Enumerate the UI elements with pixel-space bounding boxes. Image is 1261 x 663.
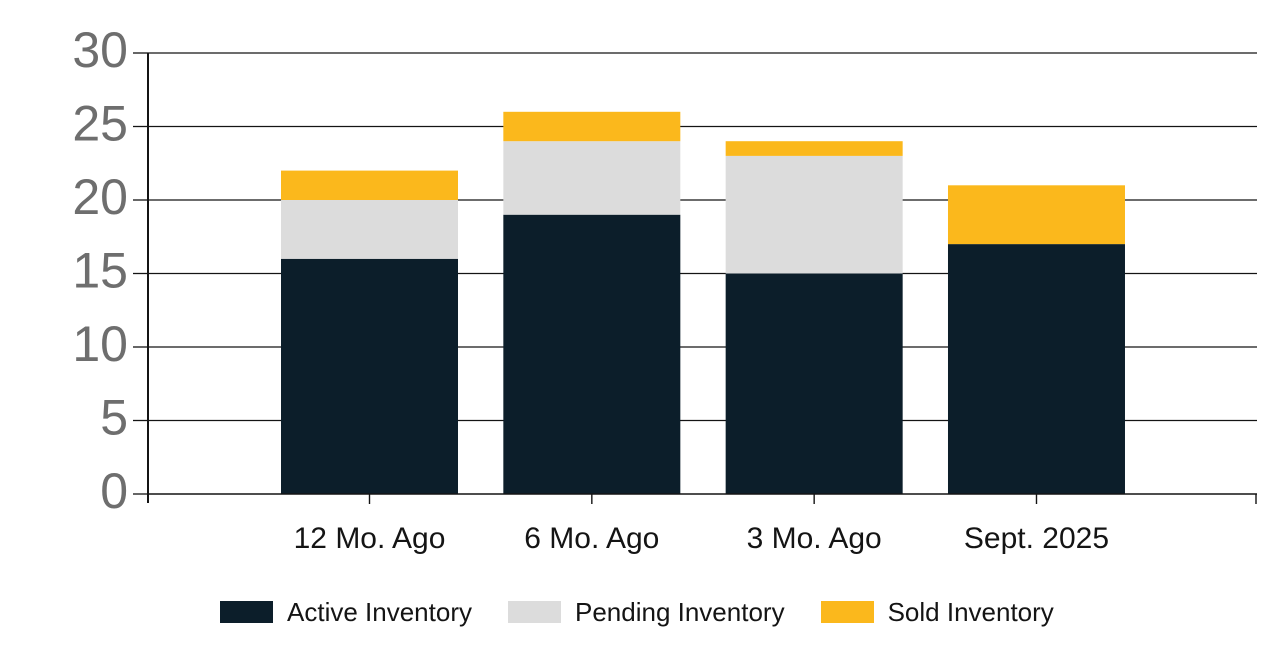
plot-area: 0 5 10 15 20 25 30 12 Mo. Ago 6 Mo. Ago 3 Mo. Ago… (72, 22, 1257, 555)
legend-label-sold-inventory: Sold Inventory (887, 597, 1054, 627)
y-axis-tick-label: 20 (72, 169, 128, 225)
x-axis-category-label: 6 Mo. Ago (524, 522, 659, 555)
bar-segment (725, 155, 903, 274)
bar-segment (281, 200, 458, 259)
y-axis-tick-label: 30 (72, 22, 128, 78)
legend-item-sold-inventory: Sold Inventory (820, 597, 1054, 627)
chart-legend: Active Inventory Pending Inventory Sold … (220, 599, 1054, 625)
bar-segment (725, 273, 903, 494)
legend-item-active-inventory: Active Inventory (220, 599, 472, 625)
bar-segment (503, 214, 681, 494)
y-axis-tick-label: 15 (72, 243, 128, 299)
legend-swatch-sold-inventory (820, 601, 874, 623)
y-axis-tick-label: 0 (100, 463, 128, 519)
bar-segment (947, 185, 1125, 245)
bar-segment (503, 141, 681, 215)
y-axis-tick-label: 5 (100, 390, 128, 446)
x-axis-category-label: Sept. 2025 (964, 522, 1109, 555)
legend-label-active-inventory: Active Inventory (287, 597, 472, 627)
bar-segment (725, 141, 903, 156)
bar-segment (503, 111, 681, 142)
x-axis-category-label: 12 Mo. Ago (294, 522, 446, 555)
legend-label-pending-inventory: Pending Inventory (574, 597, 785, 627)
legend-swatch-pending-inventory (507, 601, 561, 623)
legend-item-pending-inventory: Pending Inventory (507, 597, 785, 627)
bar-segment (281, 258, 458, 494)
legend-swatch-active-inventory (220, 601, 273, 623)
bar-segment (281, 170, 458, 200)
y-axis-tick-label: 10 (72, 316, 128, 372)
bar-segment (947, 244, 1125, 494)
y-axis-tick-label: 25 (72, 96, 128, 152)
x-axis-category-label: 3 Mo. Ago (747, 522, 882, 555)
